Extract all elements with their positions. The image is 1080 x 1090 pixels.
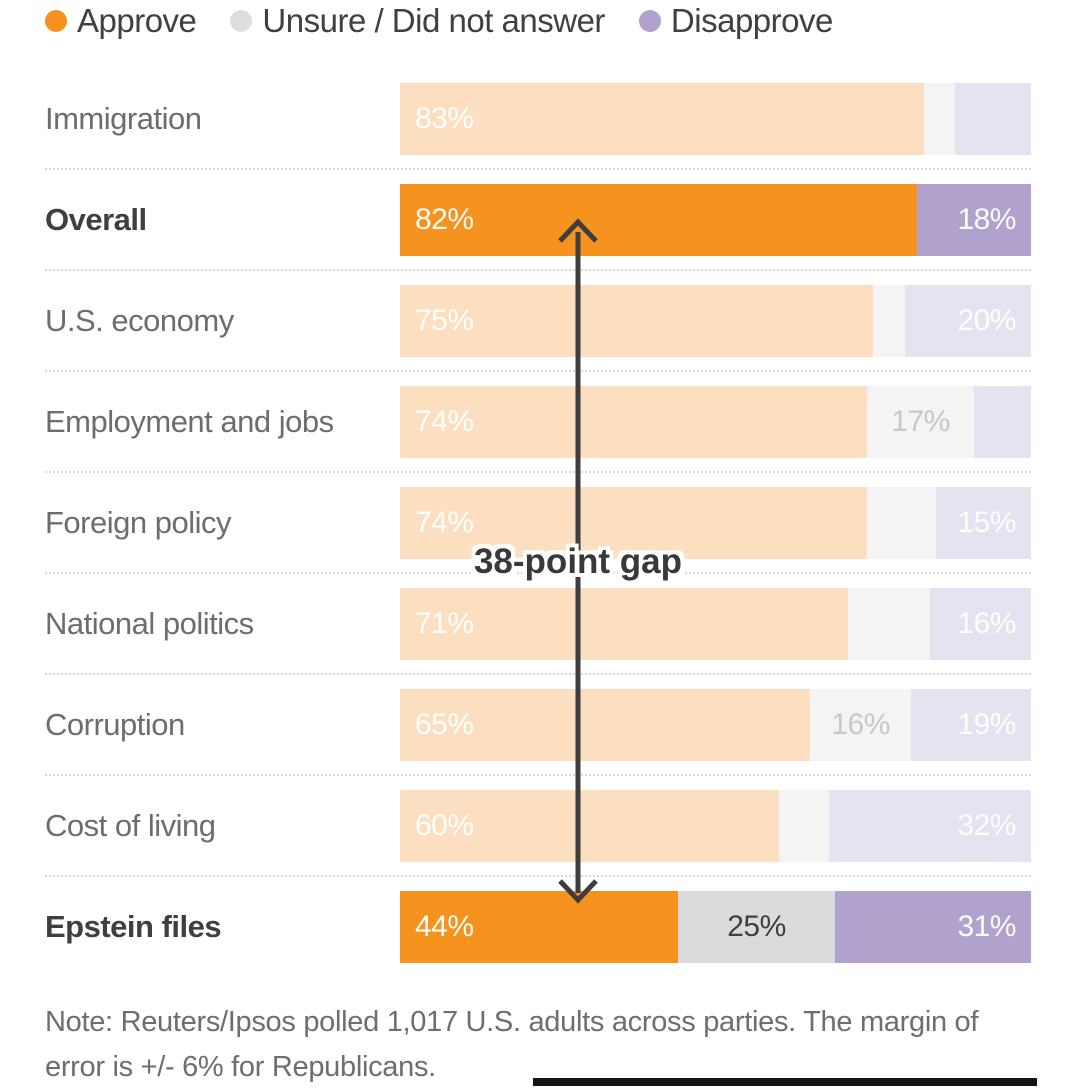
approve-segment: 65%	[400, 688, 811, 761]
stacked-bar: 83%	[400, 82, 1031, 155]
disapprove-segment: 19%	[911, 688, 1031, 761]
approve-segment: 75%	[400, 284, 874, 357]
stacked-bar: 74% 15%	[400, 486, 1031, 559]
unsure-segment	[866, 486, 937, 559]
legend-label-disapprove: Disapprove	[670, 2, 833, 39]
stacked-bar: 65% 16% 19%	[400, 688, 1031, 761]
category-label: Corruption	[45, 706, 185, 742]
category-label: Employment and jobs	[45, 403, 334, 439]
chart-row: Employment and jobs 74% 17%	[45, 370, 1031, 471]
disapprove-segment	[955, 82, 1031, 155]
disapprove-segment	[974, 385, 1031, 458]
stacked-bar: 82% 18%	[400, 183, 1031, 256]
chart-row: Epstein files 44% 25% 31%	[45, 875, 1031, 976]
category-label: Overall	[45, 201, 147, 237]
chart-row: Immigration 83%	[45, 69, 1031, 168]
disapprove-segment: 31%	[835, 890, 1031, 963]
source-rule	[533, 1078, 1037, 1086]
unsure-segment: 25%	[677, 890, 836, 963]
legend: Approve Unsure / Did not answer Disappro…	[45, 2, 833, 40]
category-label: U.S. economy	[45, 302, 234, 338]
note-text: Note: Reuters/Ipsos polled 1,017 U.S. ad…	[45, 1006, 979, 1083]
legend-item-approve: Approve	[45, 2, 197, 40]
legend-item-unsure: Unsure / Did not answer	[230, 2, 605, 40]
disapprove-segment: 20%	[904, 284, 1031, 357]
approve-segment: 71%	[400, 587, 848, 660]
disapprove-segment: 15%	[936, 486, 1031, 559]
chart-row: Overall 82% 18%	[45, 168, 1031, 269]
chart-rows: Immigration 83% Overall 82% 18% U.S. economy 7…	[45, 69, 1031, 976]
disapprove-segment: 18%	[917, 183, 1031, 256]
stacked-bar: 74% 17%	[400, 385, 1031, 458]
chart-row: National politics 71% 16%	[45, 572, 1031, 673]
approve-dot-icon	[45, 10, 67, 32]
category-label: Cost of living	[45, 807, 216, 843]
approve-segment: 74%	[400, 486, 867, 559]
category-label: National politics	[45, 605, 254, 641]
approve-segment: 83%	[400, 82, 924, 155]
unsure-segment	[873, 284, 905, 357]
disapprove-segment: 32%	[829, 789, 1031, 862]
category-label: Epstein files	[45, 908, 222, 944]
stacked-bar: 75% 20%	[400, 284, 1031, 357]
chart-row: U.S. economy 75% 20%	[45, 269, 1031, 370]
legend-label-approve: Approve	[77, 2, 197, 39]
legend-label-unsure: Unsure / Did not answer	[262, 2, 605, 39]
disapprove-dot-icon	[638, 10, 661, 32]
disapprove-segment: 16%	[930, 587, 1031, 660]
stacked-bar: 60% 32%	[400, 789, 1031, 862]
gap-annotation: 38-point gap	[473, 542, 683, 581]
approve-segment: 60%	[400, 789, 779, 862]
stacked-bar: 71% 16%	[400, 587, 1031, 660]
legend-item-disapprove: Disapprove	[638, 2, 833, 40]
category-label: Immigration	[45, 100, 202, 136]
chart-row: Corruption 65% 16% 19%	[45, 673, 1031, 774]
chart-row: Cost of living 60% 32%	[45, 774, 1031, 875]
unsure-segment: 17%	[866, 385, 975, 458]
unsure-segment	[778, 789, 830, 862]
approve-segment: 82%	[400, 183, 918, 256]
approve-segment: 74%	[400, 385, 867, 458]
category-label: Foreign policy	[45, 504, 231, 540]
unsure-dot-icon	[230, 10, 253, 32]
unsure-segment	[848, 587, 931, 660]
approve-segment: 44%	[400, 890, 678, 963]
unsure-segment: 16%	[810, 688, 912, 761]
chart-row: Foreign policy 74% 15%	[45, 471, 1031, 572]
unsure-segment	[923, 82, 956, 155]
stacked-bar: 44% 25% 31%	[400, 890, 1031, 963]
